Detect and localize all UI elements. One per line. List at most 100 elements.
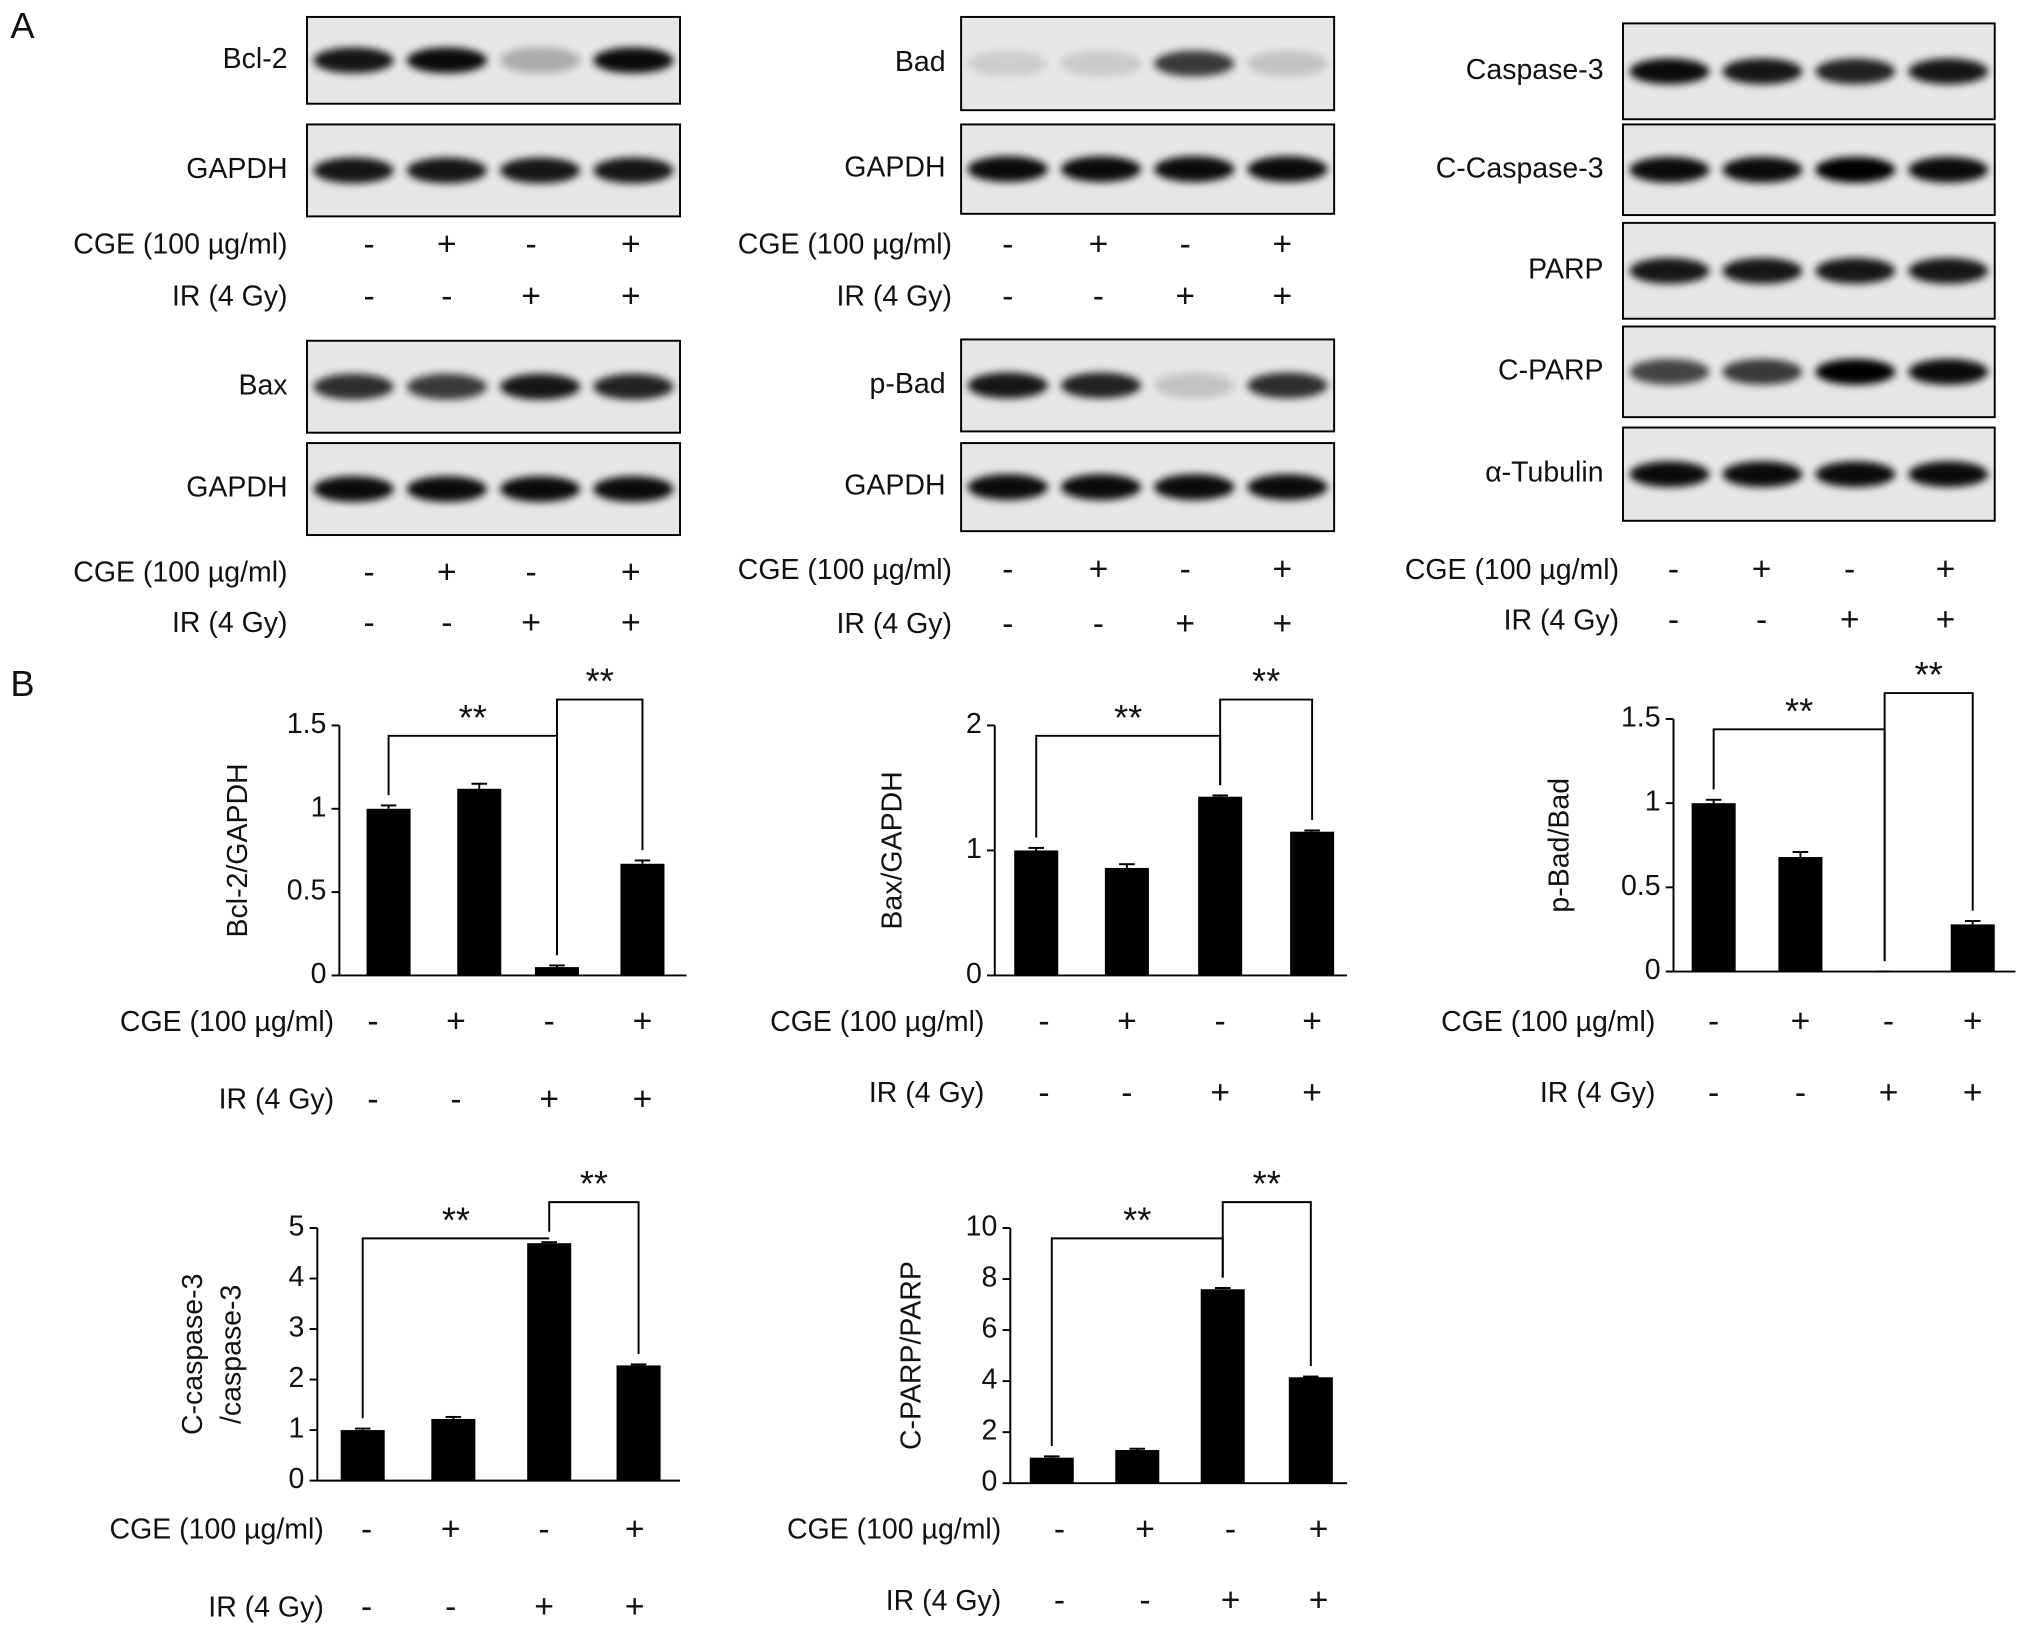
band-label: C-PARP [1498,354,1604,386]
significance-label: ** [580,1163,608,1204]
treatment-sign: + [1752,551,1772,588]
band-label: α-Tubulin [1485,457,1603,489]
treatment-sign: - [1883,1003,1894,1040]
blot-band [1815,358,1896,385]
treatment-sign: - [1038,1074,1049,1111]
treatment-label: CGE (100 µg/ml) [73,556,287,588]
blot-band [1060,372,1142,399]
blot-band [1815,461,1896,488]
band-label: GAPDH [844,152,945,184]
blot-band [1154,156,1235,183]
treatment-sign: + [1963,1003,1983,1040]
blot-band [1815,58,1896,85]
treatment-sign: - [367,1003,378,1040]
treatment-sign: + [534,1589,554,1626]
treatment-sign: + [441,1511,461,1548]
significance-label: ** [1253,1163,1281,1204]
bar [1778,857,1823,972]
y-axis-label: C-PARP/PARP [896,1261,928,1450]
bar [1691,803,1736,972]
treatment-sign: - [1668,602,1679,639]
blot-band [1247,156,1328,183]
treatment-sign: + [621,604,641,641]
blot-band [1908,461,1989,488]
blot-band [499,476,581,503]
y-tick-label: 0 [311,958,327,990]
treatment-sign: + [1309,1582,1329,1619]
blot-band [1247,372,1328,399]
blot-band [1629,58,1710,85]
treatment-sign: - [1668,551,1679,588]
treatment-sign: + [1963,1074,1983,1111]
treatment-sign: - [1054,1582,1065,1619]
treatment-sign: - [1844,551,1855,588]
blot-band [406,47,488,74]
blot-band [313,476,394,503]
treatment-label: CGE (100 µg/ml) [120,1006,334,1038]
treatment-sign: - [361,1511,372,1548]
significance-bracket [1883,692,1974,962]
y-axis-label: /caspase-3 [216,1285,248,1424]
bar [1029,1457,1074,1484]
band-label: GAPDH [186,472,287,504]
blot-band [1629,257,1710,284]
treatment-sign: + [1879,1074,1899,1111]
blot-band [406,476,488,503]
treatment-sign: + [621,554,641,591]
y-tick-label: 0.5 [1621,870,1661,902]
treatment-sign: + [1175,278,1195,315]
treatment-sign: + [1936,551,1956,588]
significance-bracket [1221,1201,1312,1367]
treatment-sign: - [1708,1003,1719,1040]
blot-band [1722,58,1803,85]
treatment-sign: + [437,554,457,591]
treatment-sign: - [364,604,375,641]
treatment-label: IR (4 Gy) [837,608,953,640]
blot-band [1908,358,1989,385]
treatment-label: IR (4 Gy) [869,1077,985,1109]
bar [1115,1450,1160,1484]
bar [1198,796,1243,976]
y-tick-label: 5 [289,1211,305,1243]
band-label: Caspase-3 [1466,54,1604,86]
treatment-sign: - [1093,278,1104,315]
blot-band [593,157,674,184]
treatment-sign: + [446,1003,466,1040]
treatment-sign: - [1054,1511,1065,1548]
y-tick-label: 0 [289,1463,305,1495]
blot-band [1908,257,1989,284]
blot-band [1247,474,1328,501]
significance-bracket [1219,698,1314,821]
treatment-label: CGE (100 µg/ml) [73,229,287,261]
treatment-sign: + [1302,1074,1322,1111]
band-label: GAPDH [186,153,287,185]
treatment-label: IR (4 Gy) [1540,1077,1656,1109]
bar [1104,867,1149,976]
significance-label: ** [1114,697,1142,738]
bar [1290,831,1335,976]
y-tick-label: 4 [982,1364,998,1396]
y-tick-label: 3 [289,1312,305,1344]
blot-band [1060,156,1142,183]
significance-bracket [555,698,644,956]
treatment-label: IR (4 Gy) [837,281,953,313]
treatment-sign: + [521,278,541,315]
blot-band [406,157,488,184]
treatment-sign: - [364,554,375,591]
treatment-sign: - [544,1003,555,1040]
treatment-sign: - [1002,226,1013,263]
y-tick-label: 1.5 [1621,701,1661,733]
treatment-sign: - [1139,1582,1150,1619]
blot-band [1629,156,1710,183]
y-tick-label: 1 [966,833,982,865]
treatment-sign: - [1002,551,1013,588]
blot-band [967,474,1048,501]
treatment-sign: + [521,604,541,641]
band-label: Bcl-2 [223,43,288,75]
blot-band [967,50,1048,77]
blot-band [499,373,581,400]
y-tick-label: 0.5 [287,875,327,907]
treatment-sign: - [364,226,375,263]
